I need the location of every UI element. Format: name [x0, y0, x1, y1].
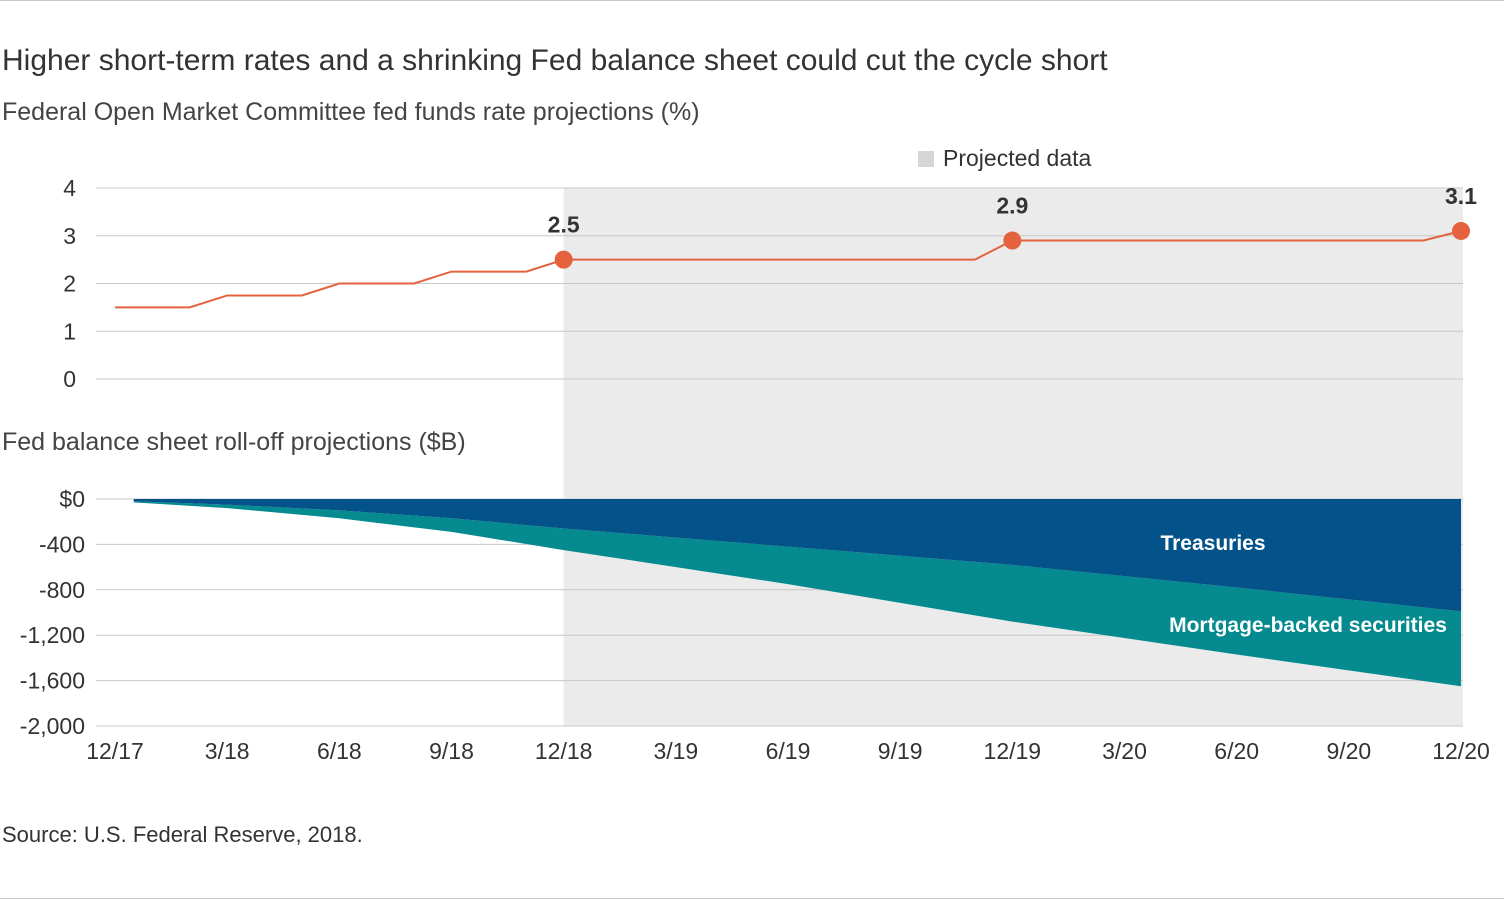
source-note: Source: U.S. Federal Reserve, 2018. [2, 822, 363, 847]
chart-canvas: 0 1 2 3 4 $0 -400 -800 -1,200 -1,600 -2,000 Treasur… [20, 175, 1490, 764]
rate-marker [554, 250, 573, 269]
treasuries-label: Treasuries [1160, 532, 1265, 555]
x-tick-label: 6/18 [317, 738, 362, 764]
x-tick-label: 12/20 [1432, 738, 1490, 764]
legend: Projected data [918, 145, 1091, 172]
balance-chart-subtitle: Fed balance sheet roll-off projections (… [2, 428, 466, 456]
rate-y-tick-label: 1 [63, 318, 76, 344]
balance-y-tick-label: $0 [59, 486, 85, 512]
balance-y-tick-label: -1,600 [20, 668, 85, 694]
mbs-area [133, 501, 1461, 687]
top-rule [0, 0, 1504, 1]
mbs-label: Mortgage-backed securities [1169, 614, 1447, 637]
bottom-rule [0, 898, 1504, 899]
rate-y-tick-label: 4 [63, 175, 76, 201]
x-tick-label: 12/17 [86, 738, 144, 764]
x-tick-label: 6/20 [1214, 738, 1259, 764]
rate-y-tick-label: 2 [63, 271, 76, 297]
treasuries-area [133, 499, 1461, 612]
rate-marker-label: 2.9 [996, 193, 1028, 219]
x-tick-label: 12/18 [535, 738, 593, 764]
x-tick-label: 12/19 [984, 738, 1042, 764]
chart-title: Higher short-term rates and a shrinking … [2, 44, 1108, 77]
x-tick-label: 3/20 [1102, 738, 1147, 764]
balance-y-tick-label: -2,000 [20, 713, 85, 739]
balance-y-tick-label: -1,200 [20, 622, 85, 648]
x-tick-label: 9/18 [429, 738, 474, 764]
x-tick-label: 9/20 [1326, 738, 1371, 764]
rate-marker-label: 2.5 [548, 212, 580, 238]
x-tick-label: 3/18 [205, 738, 250, 764]
rate-chart-subtitle: Federal Open Market Committee fed funds … [2, 98, 700, 126]
x-tick-label: 3/19 [653, 738, 698, 764]
rate-marker [1003, 231, 1022, 250]
balance-y-tick-label: -400 [39, 531, 85, 557]
balance-y-tick-label: -800 [39, 577, 85, 603]
projected-data-legend-label: Projected data [943, 145, 1092, 171]
projected-data-swatch [918, 150, 934, 167]
rate-y-tick-label: 3 [63, 223, 76, 249]
rate-y-tick-label: 0 [63, 366, 76, 392]
x-tick-label: 6/19 [766, 738, 811, 764]
rate-marker-label: 3.1 [1445, 183, 1477, 209]
rate-marker [1452, 221, 1470, 240]
x-tick-label: 9/19 [878, 738, 923, 764]
